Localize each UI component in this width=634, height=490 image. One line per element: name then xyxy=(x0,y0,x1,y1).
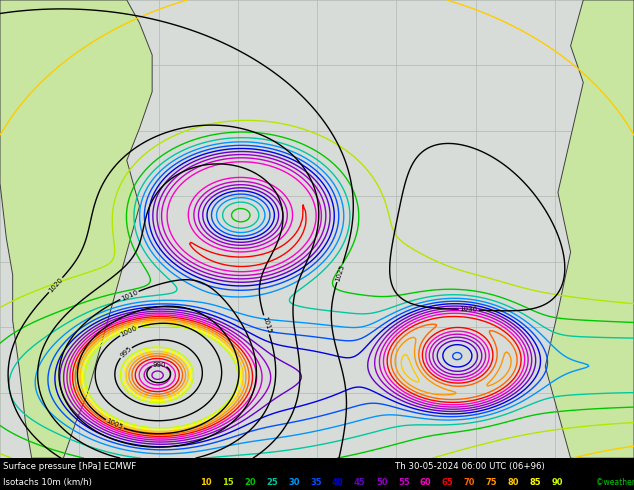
Text: 80: 80 xyxy=(508,478,519,487)
Polygon shape xyxy=(0,0,152,458)
Text: 75: 75 xyxy=(486,478,498,487)
Text: 60: 60 xyxy=(420,478,432,487)
Text: 1030: 1030 xyxy=(460,306,477,313)
Text: 1010: 1010 xyxy=(120,289,139,302)
Text: 25: 25 xyxy=(266,478,278,487)
Text: 1000: 1000 xyxy=(119,324,138,338)
Text: Surface pressure [hPa] ECMWF: Surface pressure [hPa] ECMWF xyxy=(3,462,136,470)
Text: 1015: 1015 xyxy=(261,316,272,334)
Text: 15: 15 xyxy=(222,478,234,487)
Text: 1020: 1020 xyxy=(48,276,64,294)
Polygon shape xyxy=(545,0,634,458)
Text: 70: 70 xyxy=(464,478,476,487)
Text: Th 30-05-2024 06:00 UTC (06+96): Th 30-05-2024 06:00 UTC (06+96) xyxy=(395,462,545,470)
Text: 1025: 1025 xyxy=(334,264,346,282)
Text: 50: 50 xyxy=(376,478,387,487)
Text: 995: 995 xyxy=(119,346,133,359)
Text: 90: 90 xyxy=(552,478,564,487)
Text: 85: 85 xyxy=(530,478,541,487)
Text: 20: 20 xyxy=(244,478,256,487)
Text: 1005: 1005 xyxy=(105,418,124,431)
Text: 990: 990 xyxy=(152,362,166,368)
Text: 35: 35 xyxy=(310,478,321,487)
Text: 55: 55 xyxy=(398,478,410,487)
Text: 40: 40 xyxy=(332,478,344,487)
Text: Isotachs 10m (km/h): Isotachs 10m (km/h) xyxy=(3,478,92,487)
Text: 65: 65 xyxy=(442,478,454,487)
Text: 10: 10 xyxy=(200,478,212,487)
Text: 45: 45 xyxy=(354,478,366,487)
Text: ©weatheronline.co.uk: ©weatheronline.co.uk xyxy=(596,478,634,487)
Text: 30: 30 xyxy=(288,478,299,487)
